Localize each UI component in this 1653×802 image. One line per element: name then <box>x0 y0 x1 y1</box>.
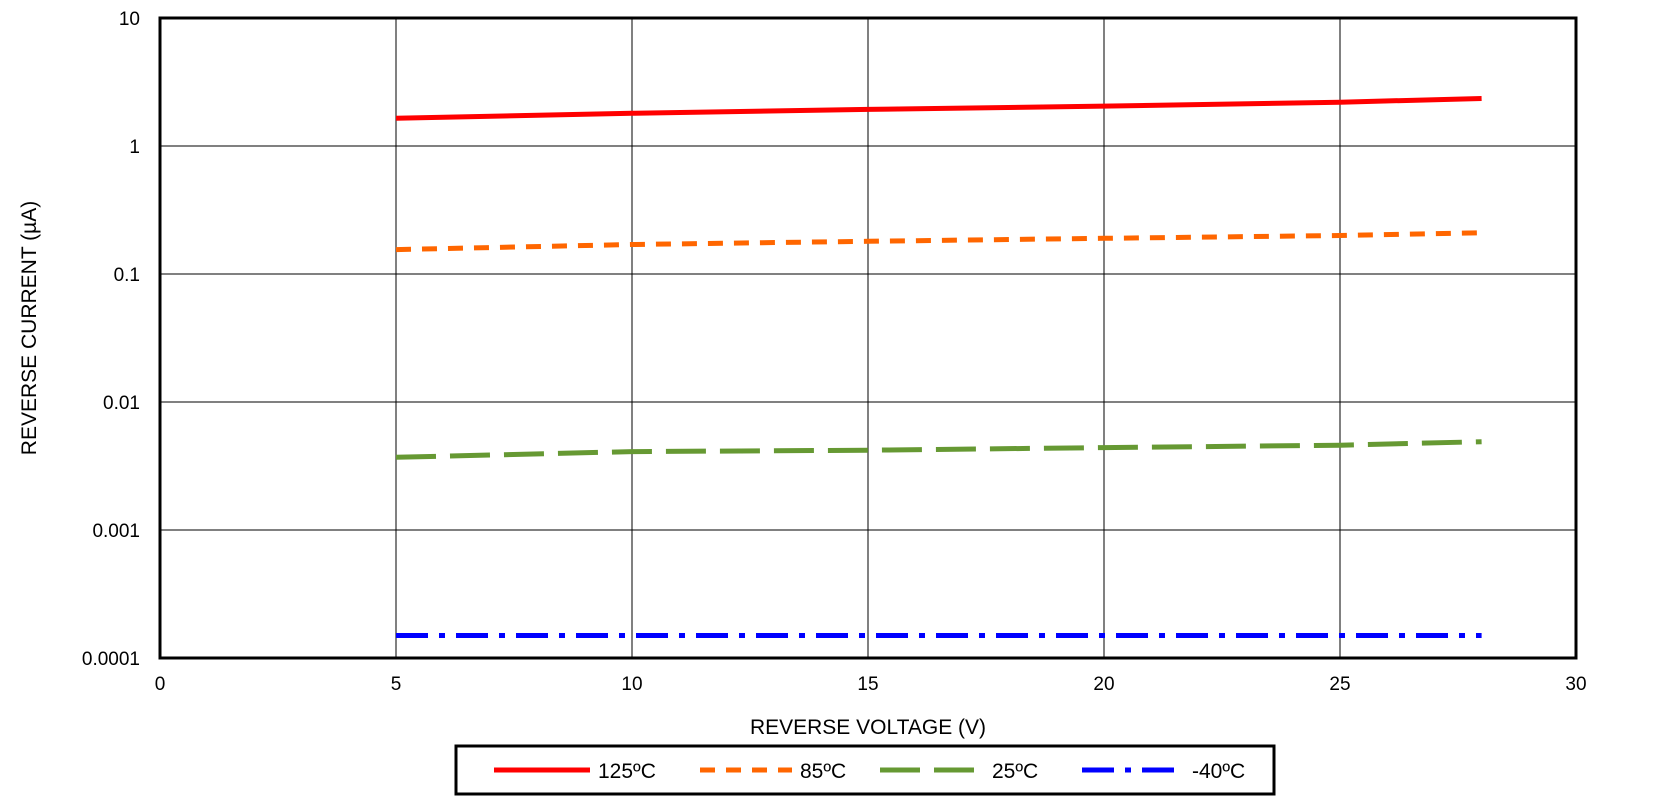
tick-labels: 0 5 10 15 20 25 30 10 1 0.1 0.01 0.001 0.0001 <box>82 9 1587 695</box>
x-tick-label: 15 <box>857 674 878 695</box>
y-tick-label: 0.1 <box>114 265 140 286</box>
legend-box <box>454 744 1276 796</box>
plot-area-frame <box>158 16 1578 660</box>
y-tick-label: 10 <box>119 9 140 30</box>
x-tick-label: 20 <box>1093 674 1114 695</box>
grid-lines <box>160 18 1576 658</box>
y-tick-label: 0.0001 <box>82 649 140 670</box>
x-tick-label: 0 <box>155 674 166 695</box>
legend-label-3: -40ºC <box>1192 760 1245 783</box>
legend-label-0: 125ºC <box>598 760 656 783</box>
y-tick-label: 0.001 <box>92 521 140 542</box>
legend-label-2: 25ºC <box>992 760 1038 783</box>
y-axis-title: REVERSE CURRENT (µA) <box>18 201 41 455</box>
legend-label-1: 85ºC <box>800 760 846 783</box>
x-tick-label: 5 <box>391 674 402 695</box>
series-line-1 <box>395 230 1482 253</box>
x-axis-title: REVERSE VOLTAGE (V) <box>750 716 986 739</box>
x-tick-label: 30 <box>1565 674 1586 695</box>
y-tick-label: 1 <box>129 137 140 158</box>
x-tick-label: 25 <box>1329 674 1350 695</box>
series-line-0 <box>395 96 1482 121</box>
data-series <box>395 96 1482 638</box>
legend: 125ºC 85ºC 25ºC -40ºC <box>454 744 1276 796</box>
y-tick-label: 0.01 <box>103 393 140 414</box>
x-tick-label: 10 <box>621 674 642 695</box>
series-line-2 <box>395 439 1482 460</box>
